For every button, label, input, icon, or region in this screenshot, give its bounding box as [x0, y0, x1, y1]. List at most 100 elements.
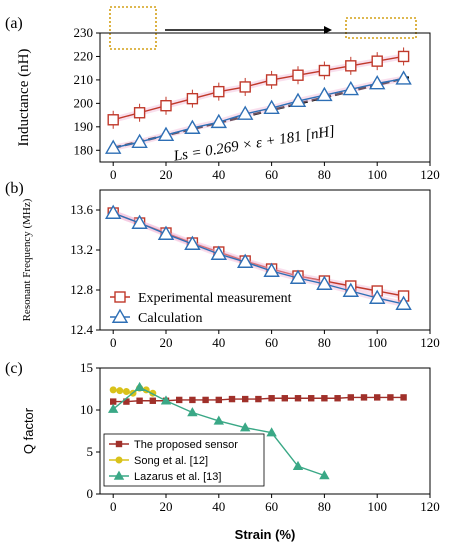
panel-label-a: (a)	[5, 15, 23, 32]
c-point-2-7	[292, 460, 304, 470]
c-point-2-4	[213, 415, 225, 425]
axes-frame-c	[99, 367, 431, 495]
c-point-2-6	[266, 427, 277, 437]
a-point-0-8	[318, 64, 331, 77]
b-point-1-1	[131, 214, 148, 229]
series-band-b-0	[112, 210, 405, 299]
panel-label-c: (c)	[5, 360, 23, 377]
c-point-2-3	[187, 407, 198, 417]
x-tick-label-a-60: 60	[265, 167, 278, 182]
c-point-0-2	[136, 397, 143, 404]
y-tick-label-c-0: 0	[87, 486, 94, 501]
x-axis-label-c: Strain (%)	[235, 527, 296, 542]
coil-relaxed-icon	[109, 6, 157, 50]
x-tick-label-b-20: 20	[160, 335, 173, 350]
c-legend-marker-2	[113, 470, 125, 480]
b-point-1-9	[342, 282, 360, 297]
c-point-0-8	[215, 396, 223, 404]
legend-label-b-0: Experimental measurement	[138, 291, 292, 306]
b-legend-marker-1	[111, 308, 129, 323]
y-axis-label-b: Resonant Frequency (MHz)	[21, 198, 33, 321]
a-point-1-2	[157, 126, 175, 141]
a-point-1-6	[263, 99, 280, 115]
c-point-0-17	[334, 395, 341, 402]
b-point-1-2	[157, 225, 175, 240]
x-tick-label-c-0: 0	[110, 499, 117, 514]
b-point-1-5	[236, 253, 254, 268]
y-axis-label-c: Q factor	[21, 407, 36, 454]
y-tick-label-a-220: 220	[74, 48, 94, 63]
a-point-0-10	[371, 55, 383, 67]
y-tick-label-b-13.6: 13.6	[70, 202, 93, 217]
panel-a: (a) 0 20 40 60 80 100 120 180 190 200 210 220 230 Indu…	[5, 15, 440, 182]
c-point-0-21	[387, 394, 394, 401]
x-tick-label-c-20: 20	[160, 499, 173, 514]
series-line-b-0	[112, 212, 404, 297]
y-tick-label-b-13.2: 13.2	[70, 242, 93, 257]
axes-frame-b	[99, 189, 431, 331]
c-point-0-10	[241, 395, 249, 403]
c-point-0-7	[202, 396, 209, 404]
y-tick-label-b-12.4: 12.4	[70, 322, 93, 337]
c-point-0-22	[400, 394, 407, 401]
b-point-1-0	[104, 204, 122, 219]
a-point-0-4	[213, 85, 225, 98]
a-point-1-9	[342, 80, 360, 96]
c-point-1-1	[116, 387, 124, 395]
a-point-1-0	[104, 139, 122, 154]
a-point-1-10	[368, 75, 386, 90]
c-point-2-5	[239, 422, 251, 432]
x-tick-label-b-0: 0	[110, 335, 117, 350]
c-point-0-11	[255, 395, 262, 403]
c-point-0-14	[294, 395, 302, 402]
a-point-0-5	[239, 81, 251, 93]
legend-label-b-1: Calculation	[138, 311, 203, 326]
y-tick-label-b-12.8: 12.8	[70, 282, 93, 297]
c-point-0-3	[149, 397, 157, 404]
a-point-1-5	[236, 105, 254, 120]
a-point-0-2	[160, 100, 172, 112]
c-legend-marker-0	[115, 440, 123, 448]
y-tick-label-a-230: 230	[74, 25, 94, 40]
x-tick-label-a-120: 120	[420, 167, 440, 182]
legend-label-c-1: Song et al. [12]	[134, 455, 208, 467]
b-legend-marker-0	[114, 291, 126, 303]
legend-box-c	[103, 433, 265, 487]
y-tick-label-a-210: 210	[74, 72, 94, 87]
c-point-0-12	[268, 395, 275, 402]
x-tick-label-b-80: 80	[318, 335, 331, 350]
y-tick-label-a-190: 190	[74, 119, 94, 134]
a-point-1-8	[316, 86, 333, 102]
coil-stretched-icon	[345, 17, 417, 39]
x-tick-label-c-40: 40	[212, 499, 225, 514]
c-point-0-15	[308, 395, 315, 402]
c-point-2-1	[134, 381, 145, 392]
c-point-2-2	[160, 395, 172, 405]
a-point-0-7	[292, 69, 304, 81]
legend-label-c-2: Lazarus et al. [13]	[134, 471, 221, 483]
axes-frame-a	[99, 32, 431, 163]
y-tick-label-c-10: 10	[80, 402, 93, 417]
x-tick-label-b-120: 120	[420, 335, 440, 350]
b-point-1-10	[368, 289, 386, 304]
b-point-1-3	[184, 235, 201, 250]
c-point-0-5	[175, 396, 183, 404]
a-point-1-1	[131, 133, 148, 149]
panel-label-b: (b)	[5, 180, 24, 197]
b-point-1-11	[395, 295, 412, 310]
y-tick-label-a-200: 200	[74, 95, 94, 110]
b-point-1-8	[316, 275, 333, 290]
b-point-1-7	[289, 269, 307, 284]
c-point-2-0	[107, 403, 119, 413]
c-legend-marker-1	[115, 456, 123, 464]
x-tick-label-c-80: 80	[318, 499, 331, 514]
c-point-0-18	[347, 394, 354, 401]
x-tick-label-a-80: 80	[318, 167, 331, 182]
c-point-0-13	[281, 395, 288, 402]
a-point-0-0	[107, 114, 119, 126]
c-point-0-20	[374, 394, 381, 401]
y-tick-label-c-5: 5	[87, 444, 94, 459]
a-point-0-1	[133, 107, 146, 119]
x-tick-label-a-100: 100	[367, 167, 387, 182]
